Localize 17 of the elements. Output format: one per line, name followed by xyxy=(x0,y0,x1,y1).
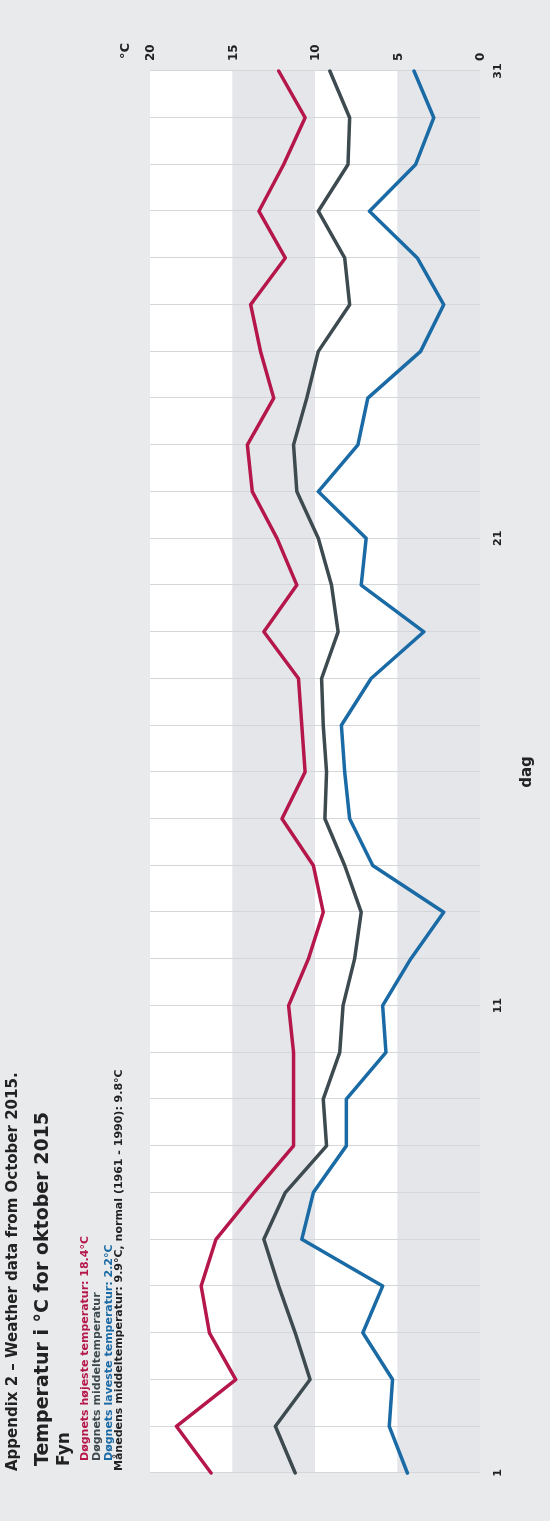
text: Døgnets laveste temperatur: 2.2°C xyxy=(102,1244,115,1461)
y-tick-label: 1 xyxy=(491,1469,504,1477)
y-tick-label: 21 xyxy=(491,530,504,546)
x-tick-label: 15 xyxy=(225,44,240,61)
text: Døgnets middeltemperatur xyxy=(90,1291,103,1461)
x-tick-label: 0 xyxy=(473,52,487,61)
text: Appendix 2 – Weather data from October 2015. xyxy=(2,1072,21,1471)
text: °C xyxy=(117,42,132,59)
x-tick-label: 5 xyxy=(390,52,405,61)
text: Temperatur i °C for oktober 2015 xyxy=(29,1111,52,1466)
text: Døgnets højeste temperatur: 18.4°C xyxy=(78,1235,91,1461)
y-tick-label: 11 xyxy=(491,998,504,1014)
x-tick-label: 20 xyxy=(143,44,157,61)
y-tick-label: 31 xyxy=(491,63,504,79)
y-axis-title: dag xyxy=(516,756,535,788)
text: Fyn xyxy=(52,1432,73,1466)
x-tick-label: 10 xyxy=(308,44,322,61)
